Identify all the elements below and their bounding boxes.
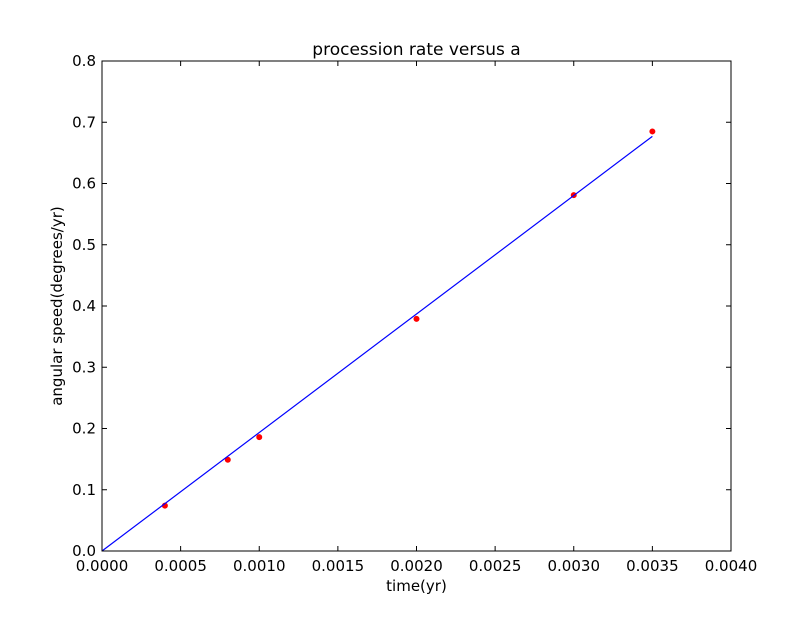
- plot-layer: [101, 128, 656, 552]
- x-tick-label: 0.0000: [76, 557, 129, 575]
- y-tick-label: 0.3: [72, 358, 96, 376]
- data-point: [649, 128, 656, 135]
- data-point: [413, 315, 420, 322]
- y-tick-label: 0.1: [72, 481, 96, 499]
- y-tick-label: 0.2: [72, 420, 96, 438]
- chart-title: procession rate versus a: [312, 40, 520, 60]
- data-point: [224, 456, 231, 463]
- tick-layer: 0.0000 0.0005 0.0010 0.0015 0.0020 0.0025 0.00…: [72, 52, 757, 575]
- y-tick-label: 0.7: [72, 113, 96, 131]
- x-tick-label: 0.0020: [390, 557, 443, 575]
- x-tick-label: 0.0005: [154, 557, 207, 575]
- fit-line: [101, 135, 653, 552]
- data-point: [256, 434, 263, 441]
- x-tick-label: 0.0010: [233, 557, 286, 575]
- y-tick-label: 0.6: [72, 175, 96, 193]
- x-tick-label: 0.0025: [469, 557, 522, 575]
- y-tick-label: 0.4: [72, 297, 96, 315]
- y-tick-label: 0.5: [72, 236, 96, 254]
- x-tick-label: 0.0030: [548, 557, 601, 575]
- x-tick-label: 0.0015: [312, 557, 365, 575]
- x-axis-label: time(yr): [386, 577, 447, 595]
- y-tick-label: 0.0: [72, 542, 96, 560]
- x-tick-label: 0.0040: [705, 557, 758, 575]
- x-tick-label: 0.0035: [626, 557, 679, 575]
- y-tick-label: 0.8: [72, 52, 96, 70]
- y-axis-label: angular speed(degrees/yr): [48, 206, 66, 406]
